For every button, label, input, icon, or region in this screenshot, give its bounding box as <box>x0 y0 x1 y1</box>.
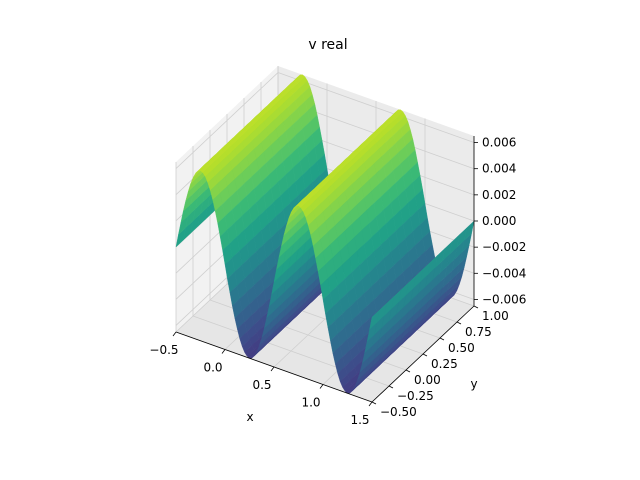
x-tick-mark <box>172 331 177 337</box>
x-axis-label: x <box>246 410 253 424</box>
y-tick-label: 0.25 <box>431 357 458 371</box>
y-tick-label: −0.50 <box>380 405 417 419</box>
x-tick-mark <box>270 366 275 372</box>
y-axis-label: y <box>470 377 477 391</box>
y-tick-label: 0.75 <box>465 325 492 339</box>
y-tick-label: 0.50 <box>448 341 475 355</box>
grid-line <box>277 72 475 143</box>
z-tick-label: −0.002 <box>482 240 526 254</box>
z-tick-label: 0.002 <box>482 188 516 202</box>
y-tick-mark <box>439 337 445 341</box>
y-tick-mark <box>456 321 462 325</box>
y-tick-mark <box>405 369 411 373</box>
x-tick-label: 1.0 <box>301 396 320 410</box>
y-tick-mark <box>422 353 428 357</box>
z-tick-label: 0.006 <box>482 136 516 150</box>
y-tick-label: 1.00 <box>482 309 509 323</box>
z-tick-label: −0.004 <box>482 266 526 280</box>
y-tick-mark <box>388 385 394 389</box>
tick-labels: −0.5 0.0 0.5 1.0 1.5 −0.50 −0.25 0.00 0.25 0.50 0.… <box>149 136 526 428</box>
y-tick-label: 0.00 <box>414 373 441 387</box>
axes-lines <box>172 136 479 407</box>
x-tick-label: 0.0 <box>203 361 222 375</box>
grid-line <box>175 72 279 169</box>
z-tick-label: −0.006 <box>482 293 526 307</box>
x-tick-mark <box>368 401 373 407</box>
x-tick-label: 0.5 <box>252 378 271 392</box>
z-tick-label: 0.004 <box>482 162 516 176</box>
x-tick-label: −0.5 <box>149 343 178 357</box>
x-tick-label: 1.5 <box>350 413 369 427</box>
y-tick-mark <box>371 401 377 405</box>
surface-mesh <box>175 74 475 394</box>
z-tick-label: 0.000 <box>482 214 516 228</box>
x-tick-mark <box>319 384 324 389</box>
chart-title: v real <box>308 37 347 53</box>
y-tick-mark <box>473 305 479 309</box>
x-tick-mark <box>221 349 226 354</box>
surface-facet <box>369 309 380 330</box>
y-tick-label: −0.25 <box>397 389 434 403</box>
